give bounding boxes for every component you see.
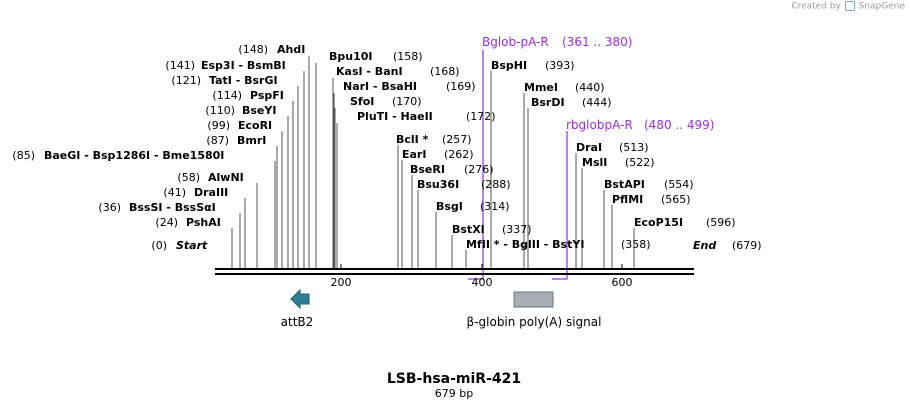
site-name: BaeGI - Bsp1286I - Bme1580I <box>44 149 224 162</box>
primer-name: rbglobpA-R <box>566 118 633 132</box>
site-pos: (99) <box>207 119 230 132</box>
site-pos: (41) <box>163 186 186 199</box>
site-name: Bpu10I <box>329 50 373 63</box>
site-name: MslI <box>582 156 607 169</box>
site-name: BstXI <box>452 223 485 236</box>
site-name: BssSI - BssSαI <box>129 201 216 214</box>
site-pos: (513) <box>619 141 649 154</box>
primer-range: (480 .. 499) <box>644 118 714 132</box>
site-pos: (596) <box>706 216 736 229</box>
site-pos: (141) <box>165 59 195 72</box>
site-pos: (337) <box>502 223 532 236</box>
site-pos: (276) <box>464 163 494 176</box>
site-name: PluTI - HaeII <box>357 110 433 123</box>
primer-labels: Bglob-pA-R (361 .. 380) rbglobpA-R (480 … <box>482 35 714 132</box>
primer-name: Bglob-pA-R <box>482 35 549 49</box>
site-name: BseYI <box>242 104 276 117</box>
backbone-top-strand <box>215 268 694 270</box>
credit-prefix: Created by <box>791 1 841 12</box>
site-name: DraIII <box>194 186 228 199</box>
middle-site-labels: Bpu10I (158) KasI - BanI (168) NarI - Bs… <box>329 50 651 251</box>
site-pos: (393) <box>545 59 575 72</box>
dna-backbone <box>215 264 694 275</box>
beta-globin-polya-label: β-globin poly(A) signal <box>467 315 602 329</box>
site-pos: (257) <box>442 133 472 146</box>
site-pos: (444) <box>582 96 612 109</box>
site-name: EcoP15I <box>634 216 683 229</box>
start-label: Start <box>176 239 208 252</box>
site-pos: (358) <box>621 238 651 251</box>
site-name: PshAI <box>186 216 221 229</box>
primer-bglob-arrow <box>468 268 484 280</box>
site-pos: (170) <box>392 95 422 108</box>
site-pos: (148) <box>238 43 268 56</box>
site-name: BmrI <box>237 134 266 147</box>
site-name: AlwNI <box>208 171 244 184</box>
beta-globin-polya-box[interactable] <box>513 291 554 308</box>
site-name: BclI * <box>396 133 429 146</box>
site-pos: (114) <box>212 89 242 102</box>
site-connector-lines <box>231 56 635 268</box>
site-name: TatI - BsrGI <box>209 74 278 87</box>
site-name: NarI - BsaHI <box>343 80 417 93</box>
site-pos: (440) <box>575 81 605 94</box>
site-name: BstAPI <box>604 178 645 191</box>
right-site-labels: BspHI (393) MmeI (440) BsrDI (444) DraI … <box>491 59 762 252</box>
end-label: End <box>693 239 716 252</box>
snapgene-credit: Created by SnapGene <box>791 1 905 12</box>
site-pos: (172) <box>466 110 496 123</box>
features: attB2 β-globin poly(A) signal <box>281 288 602 329</box>
site-pos: (110) <box>205 104 235 117</box>
plasmid-length: 679 bp <box>435 387 473 400</box>
site-name: EcoRI <box>238 119 272 132</box>
ruler-label-400: 400 <box>472 276 493 289</box>
site-pos: (24) <box>155 216 178 229</box>
site-pos: (288) <box>481 178 511 191</box>
ruler-label-600: 600 <box>612 276 633 289</box>
site-name: SfoI <box>350 95 374 108</box>
site-name: PspFI <box>250 89 284 102</box>
site-name: EarI <box>402 148 426 161</box>
site-pos: (121) <box>171 74 201 87</box>
site-pos: (85) <box>12 149 35 162</box>
ruler-label-200: 200 <box>331 276 352 289</box>
site-name: MfII * - BglII - BstYI <box>466 238 584 251</box>
site-pos: (522) <box>625 156 655 169</box>
site-name: BspHI <box>491 59 527 72</box>
site-name: AhdI <box>277 43 305 56</box>
site-name: BsrDI <box>531 96 565 109</box>
snapgene-logo-icon <box>844 1 855 11</box>
site-pos: (262) <box>444 148 474 161</box>
primer-rbglob-arrow <box>552 268 568 280</box>
end-pos: (679) <box>732 239 762 252</box>
credit-brand: SnapGene <box>858 1 905 12</box>
site-name: BsgI <box>436 200 463 213</box>
site-pos: (87) <box>206 134 229 147</box>
start-pos: (0) <box>151 239 167 252</box>
site-pos: (565) <box>661 193 691 206</box>
site-name: BseRI <box>410 163 445 176</box>
site-pos: (554) <box>664 178 694 191</box>
site-name: MmeI <box>524 81 558 94</box>
attb2-arrow-icon[interactable] <box>290 288 310 310</box>
site-name: KasI - BanI <box>336 65 403 78</box>
site-name: Bsu36I <box>417 178 459 191</box>
primer-lines <box>468 50 568 280</box>
left-site-labels: (148) AhdI (141) Esp3I - BsmBI (121) Tat… <box>12 43 305 252</box>
site-name: PflMI <box>612 193 643 206</box>
site-pos: (169) <box>446 80 476 93</box>
site-pos: (36) <box>98 201 121 214</box>
site-name: DraI <box>576 141 602 154</box>
primer-range: (361 .. 380) <box>562 35 632 49</box>
site-pos: (58) <box>177 171 200 184</box>
attb2-label: attB2 <box>281 315 314 329</box>
backbone-bottom-strand <box>215 273 694 275</box>
site-pos: (158) <box>393 50 423 63</box>
site-pos: (314) <box>480 200 510 213</box>
plasmid-name: LSB-hsa-miR-421 <box>387 371 521 387</box>
site-pos: (168) <box>430 65 460 78</box>
site-name: Esp3I - BsmBI <box>201 59 286 72</box>
